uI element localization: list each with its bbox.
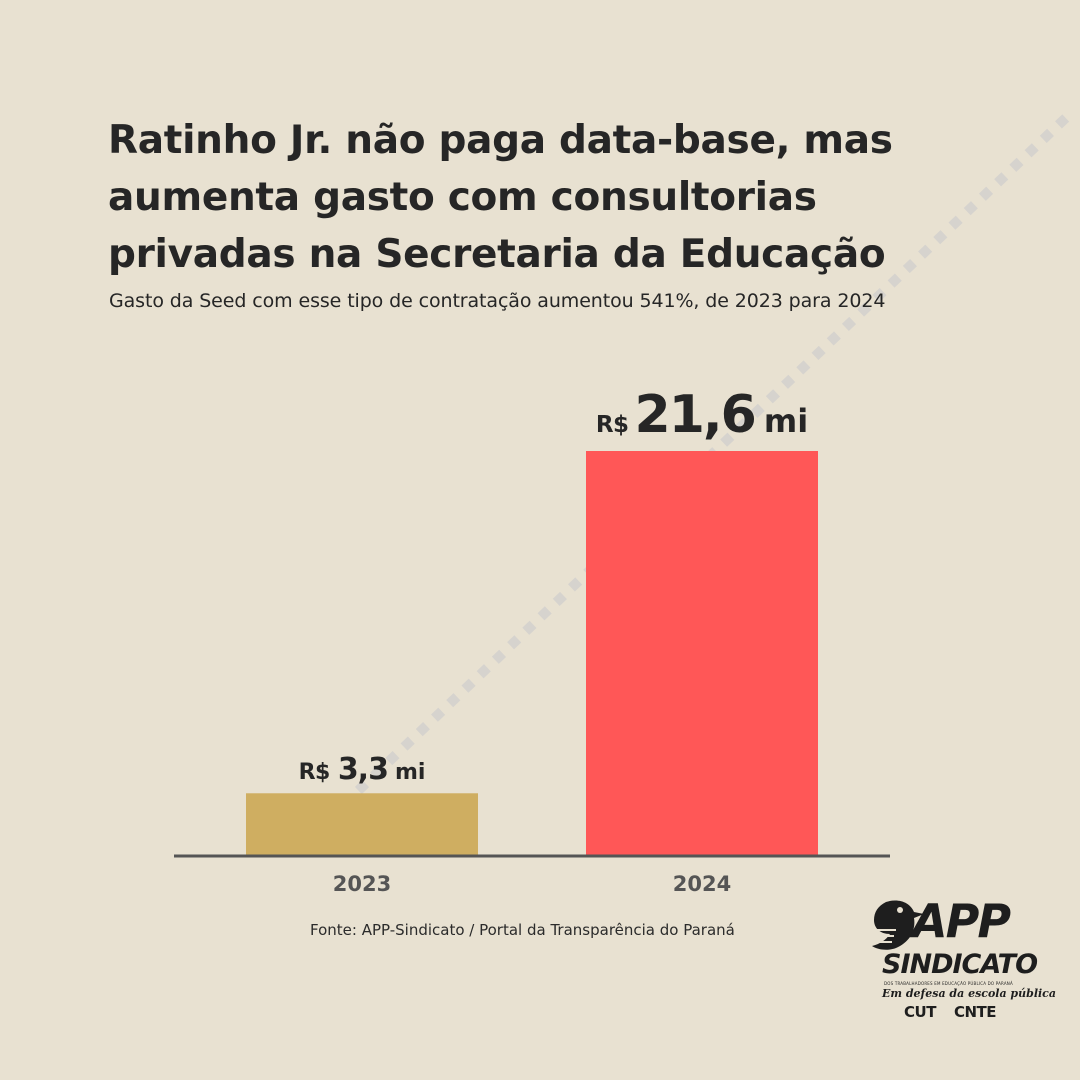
decorative-dot <box>1009 157 1024 172</box>
decorative-dot <box>872 287 887 303</box>
value-label-2023-unit: mi <box>394 760 426 785</box>
logo-app-text: APP <box>912 894 1011 948</box>
decorative-dot <box>735 418 750 433</box>
decorative-dot <box>446 693 461 708</box>
decorative-dot <box>491 649 507 664</box>
decorative-dot <box>765 389 780 404</box>
value-label-2024-number: 21,6 <box>634 385 757 445</box>
page-title: Ratinho Jr. não paga data-base, mas aume… <box>108 112 988 283</box>
bar-2023 <box>246 793 478 855</box>
subtitle: Gasto da Seed com esse tipo de contrataç… <box>109 290 886 312</box>
title-line-1: Ratinho Jr. não paga data-base, mas <box>108 118 893 163</box>
decorative-dot <box>948 215 963 230</box>
bar-2024 <box>586 451 818 855</box>
decorative-dot <box>796 360 811 375</box>
logo-slogan: Em defesa da escola pública <box>882 987 1056 1000</box>
decorative-dot <box>978 186 994 201</box>
decorative-dot <box>537 606 552 621</box>
decorative-dot <box>902 259 917 274</box>
decorative-dot <box>720 432 735 447</box>
bird-icon <box>868 900 924 950</box>
decorative-dot <box>400 736 415 751</box>
decorative-dot <box>354 779 370 795</box>
value-label-2024-unit: mi <box>763 402 809 440</box>
app-sindicato-logo: APP SINDICATO DOS TRABALHADORES EM EDUCA… <box>864 892 1056 1027</box>
decorative-dot <box>507 635 522 650</box>
decorative-dot <box>385 750 400 766</box>
logo-small-text: DOS TRABALHADORES EM EDUCAÇÃO PÚBLICA DO… <box>884 981 1013 986</box>
decorative-dot <box>781 374 796 389</box>
x-tick-label-2024: 2024 <box>672 872 732 896</box>
decorative-dot <box>994 172 1009 187</box>
logo-sindicato-text: SINDICATO <box>882 949 1038 980</box>
decorative-dot <box>568 577 583 592</box>
logo-cnte: CNTE <box>954 1003 997 1021</box>
decorative-dot <box>811 345 826 360</box>
value-label-2024: R$ 21,6 mi <box>586 385 818 445</box>
decorative-dot <box>1024 143 1039 158</box>
decorative-dot <box>857 302 872 317</box>
decorative-dot <box>1055 114 1070 129</box>
decorative-dot <box>415 722 430 737</box>
decorative-dot <box>963 201 978 216</box>
decorative-dot <box>431 707 446 722</box>
source-note: Fonte: APP-Sindicato / Portal da Transpa… <box>310 921 735 939</box>
logo-cut: CUT <box>904 1003 936 1021</box>
decorative-dot <box>370 765 385 780</box>
value-label-2024-currency: R$ <box>595 412 629 438</box>
value-label-2023-number: 3,3 <box>337 752 389 787</box>
decorative-dot <box>826 331 841 346</box>
decorative-dot <box>461 678 476 693</box>
decorative-dot <box>933 230 948 245</box>
decorative-dot <box>841 316 857 332</box>
decorative-dot <box>476 664 491 679</box>
decorative-dot <box>750 403 765 418</box>
decorative-dot <box>887 273 902 288</box>
title-line-2: aumenta gasto com consultorias <box>108 175 817 220</box>
value-label-2023-currency: R$ <box>298 760 331 785</box>
decorative-dot <box>1039 128 1054 143</box>
decorative-dot <box>552 591 567 606</box>
x-tick-label-2023: 2023 <box>332 872 392 896</box>
title-line-3: privadas na Secretaria da Educação <box>108 232 886 277</box>
decorative-dot <box>918 244 933 259</box>
value-label-2023: R$ 3,3 mi <box>246 752 478 787</box>
decorative-dot <box>522 620 537 635</box>
